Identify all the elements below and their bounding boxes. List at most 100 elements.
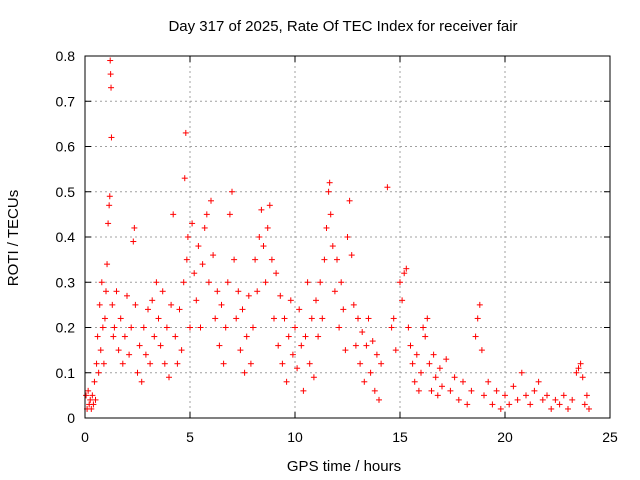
data-point: [222, 324, 229, 331]
data-point: [338, 279, 345, 286]
data-point: [104, 261, 111, 268]
y-tick-label: 0.7: [56, 93, 76, 109]
y-axis-title: ROTI / TECUs: [5, 190, 22, 286]
data-point: [95, 369, 102, 376]
data-point: [430, 351, 437, 358]
data-point: [110, 333, 117, 340]
y-tick-label: 0.8: [56, 48, 76, 64]
data-point: [151, 333, 158, 340]
data-point: [88, 405, 95, 412]
data-point: [90, 401, 97, 408]
data-point: [117, 315, 124, 322]
data-point: [157, 342, 164, 349]
data-point: [142, 351, 149, 358]
data-point: [109, 301, 116, 308]
data-point: [266, 202, 273, 209]
data-point: [264, 224, 271, 231]
data-point: [319, 315, 326, 322]
data-point: [285, 333, 292, 340]
data-point: [294, 365, 301, 372]
data-point: [329, 243, 336, 250]
data-point: [106, 202, 113, 209]
data-point: [256, 234, 263, 240]
data-point: [373, 351, 380, 358]
data-point: [544, 392, 550, 399]
data-point: [306, 360, 313, 367]
data-point: [367, 369, 374, 376]
data-point: [326, 179, 333, 186]
data-point: [287, 297, 294, 304]
data-point: [392, 347, 399, 354]
data-point: [226, 211, 233, 218]
data-point: [334, 256, 340, 263]
data-point: [155, 315, 162, 322]
data-point: [420, 324, 427, 331]
data-point: [220, 360, 227, 367]
data-point: [397, 279, 403, 286]
data-point: [344, 234, 351, 240]
data-point: [168, 301, 175, 308]
data-point: [346, 197, 353, 204]
data-point: [573, 369, 580, 376]
data-point: [245, 292, 252, 299]
data-point: [523, 392, 529, 399]
data-point: [231, 256, 238, 263]
y-tick-label: 0.3: [56, 274, 76, 290]
data-point: [514, 396, 521, 403]
data-point: [292, 324, 298, 331]
data-point: [138, 378, 145, 385]
data-point: [275, 342, 282, 349]
data-point: [107, 57, 114, 64]
data-point: [581, 401, 588, 408]
data-point: [130, 238, 137, 245]
data-point: [552, 396, 559, 403]
data-point: [250, 324, 256, 331]
data-point: [229, 188, 235, 195]
data-point: [208, 197, 214, 204]
data-point: [268, 256, 275, 263]
data-point: [197, 324, 204, 331]
x-tick-label: 20: [497, 429, 513, 445]
data-point: [96, 301, 103, 308]
data-point: [180, 279, 187, 286]
data-point: [539, 396, 546, 403]
data-point: [432, 374, 439, 381]
data-point: [493, 387, 500, 394]
data-point: [376, 396, 382, 403]
data-point: [241, 369, 248, 376]
data-point: [145, 306, 151, 313]
data-point: [348, 252, 355, 259]
data-point: [136, 342, 143, 349]
data-point: [451, 374, 458, 381]
data-point: [218, 301, 225, 308]
data-point: [94, 333, 101, 340]
points-layer: [83, 57, 592, 412]
data-point: [422, 333, 429, 340]
data-point: [577, 360, 584, 367]
data-point: [403, 265, 410, 272]
data-point: [342, 347, 349, 354]
data-point: [474, 315, 481, 322]
data-point: [121, 333, 128, 340]
y-tick-label: 0.2: [56, 320, 76, 336]
data-point: [560, 392, 567, 399]
data-point: [224, 279, 231, 286]
data-point: [235, 288, 242, 295]
data-point: [350, 301, 357, 308]
data-point: [195, 243, 202, 250]
data-point: [481, 392, 487, 399]
data-point: [365, 315, 372, 322]
data-point: [239, 306, 246, 313]
data-point: [472, 333, 479, 340]
data-point: [98, 279, 105, 286]
y-tick-label: 0.6: [56, 139, 76, 155]
data-point: [289, 351, 296, 358]
data-point: [548, 405, 555, 412]
data-point: [108, 134, 115, 141]
data-point: [108, 84, 115, 91]
data-point: [182, 129, 189, 136]
data-point: [418, 369, 424, 376]
data-point: [252, 256, 259, 263]
data-point: [132, 301, 139, 308]
data-point: [327, 211, 334, 218]
